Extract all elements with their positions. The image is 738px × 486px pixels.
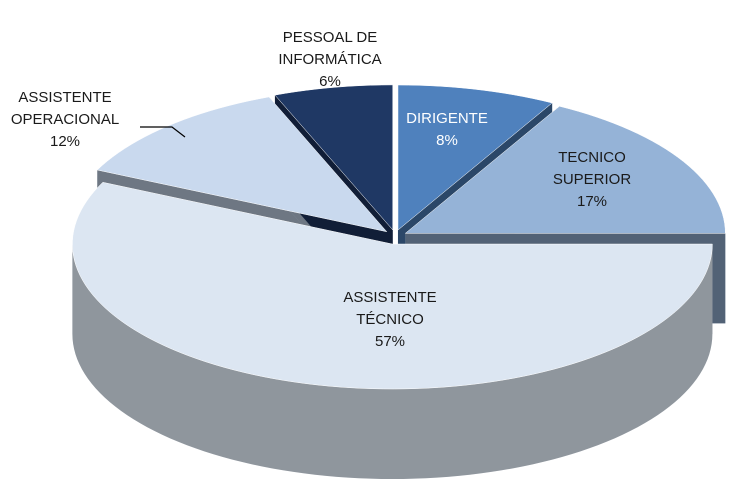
- slice-side-shade: [72, 244, 713, 480]
- value-label: 17%: [576, 193, 608, 210]
- value-label: 12%: [49, 133, 81, 150]
- slice: [96, 96, 388, 233]
- slice-side: [72, 244, 713, 480]
- slice: [72, 182, 713, 390]
- category-label: ASSISTENTE TÉCNICO: [343, 289, 437, 328]
- slice-label: TECNICO SUPERIOR 17%: [552, 147, 632, 213]
- category-label: ASSISTENTE OPERACIONAL: [10, 89, 120, 128]
- slice-label: ASSISTENTE TÉCNICO 57%: [335, 287, 445, 353]
- category-label: TECNICO SUPERIOR: [552, 149, 632, 188]
- value-label: 57%: [374, 333, 406, 350]
- slice-label: ASSISTENTE OPERACIONAL 12%: [10, 87, 120, 153]
- category-label: DIRIGENTE: [406, 110, 488, 127]
- slice-label: DIRIGENTE 8%: [392, 108, 502, 152]
- leader-line: [140, 126, 186, 138]
- value-label: 6%: [319, 73, 341, 90]
- slice: [404, 105, 726, 234]
- value-label: 8%: [436, 132, 458, 149]
- category-label: PESSOAL DE INFORMÁTICA: [278, 29, 382, 68]
- slice: [397, 84, 553, 231]
- slice: [274, 84, 394, 231]
- slice-label: PESSOAL DE INFORMÁTICA 6%: [275, 27, 385, 93]
